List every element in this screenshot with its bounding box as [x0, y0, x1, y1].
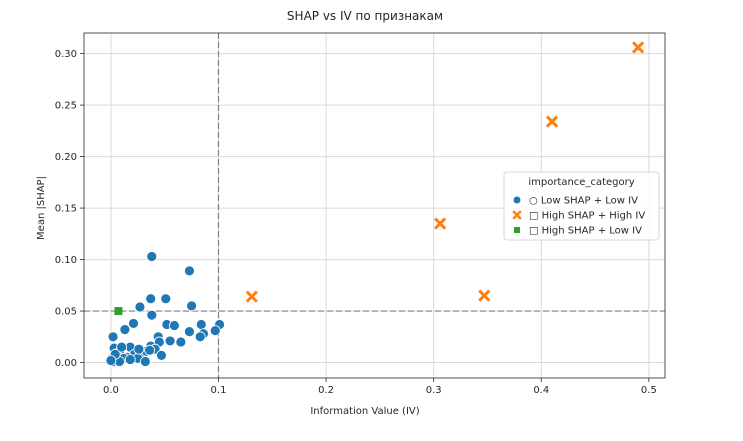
y-tick-label: 0.10: [55, 255, 77, 266]
x-axis-label: Information Value (IV): [310, 406, 419, 417]
point-high-shap-high-iv: [631, 41, 645, 54]
point-low-shap-low-iv: [107, 331, 119, 343]
legend-title: importance_category: [528, 177, 634, 188]
point-low-shap-low-iv: [146, 309, 158, 321]
x-tick-label: 0.3: [426, 385, 442, 396]
point-high-shap-high-iv: [245, 290, 258, 303]
point-low-shap-low-iv: [175, 336, 187, 348]
point-low-shap-low-iv: [144, 344, 156, 356]
point-high-shap-high-iv: [434, 217, 447, 230]
y-tick-label: 0.00: [55, 358, 77, 369]
point-low-shap-low-iv: [133, 343, 145, 355]
point-low-shap-low-iv: [105, 355, 117, 366]
legend-entry-label: □ High SHAP + High IV: [529, 211, 645, 222]
y-tick-label: 0.05: [55, 307, 77, 318]
legend-box: [503, 171, 660, 241]
point-low-shap-low-iv: [119, 324, 131, 335]
x-tick-label: 0.2: [318, 385, 334, 396]
x-tick-label: 0.0: [103, 385, 119, 396]
chart-title: SHAP vs IV по признакам: [287, 9, 443, 23]
point-low-shap-low-iv: [168, 320, 180, 331]
x-tick-label: 0.5: [641, 385, 657, 396]
x-tick-label: 0.4: [533, 385, 549, 396]
legend-entry-label: ○ Low SHAP + Low IV: [529, 196, 638, 207]
point-low-shap-low-iv: [194, 331, 206, 343]
point-low-shap-low-iv: [145, 293, 157, 305]
y-tick-label: 0.25: [55, 101, 77, 112]
y-axis-label: Mean |SHAP|: [36, 176, 47, 240]
plot-frame: [83, 32, 666, 379]
legend-entry-label: □ High SHAP + Low IV: [529, 226, 642, 237]
y-tick-label: 0.30: [55, 49, 77, 60]
point-low-shap-low-iv: [184, 326, 195, 338]
point-high-shap-high-iv: [478, 289, 491, 302]
y-tick-label: 0.20: [55, 152, 77, 163]
y-tick-label: 0.15: [55, 204, 77, 215]
point-low-shap-low-iv: [186, 300, 197, 312]
point-low-shap-low-iv: [209, 325, 221, 337]
legend-marker-circle: [513, 196, 521, 204]
point-low-shap-low-iv: [195, 319, 207, 330]
point-low-shap-low-iv: [134, 301, 146, 313]
point-low-shap-low-iv: [128, 318, 139, 329]
point-low-shap-low-iv: [184, 265, 195, 277]
legend-marker-square: [514, 227, 520, 233]
point-low-shap-low-iv: [164, 335, 176, 347]
point-low-shap-low-iv: [146, 251, 158, 262]
x-tick-label: 0.1: [211, 385, 227, 396]
plot-area: 0.0 0.1 0.2 0.3 0.4 0.5 0.00 0.05 0.10 0.15 0.20 0.…: [55, 32, 666, 396]
legend: importance_category ○ Low SHAP + Low IV □ …: [503, 171, 660, 241]
point-low-shap-low-iv: [139, 356, 151, 367]
legend-marker-x: [512, 210, 522, 220]
point-high-shap-low-iv: [114, 307, 123, 316]
point-high-shap-high-iv: [545, 115, 559, 128]
point-low-shap-low-iv: [156, 349, 167, 361]
point-low-shap-low-iv: [124, 354, 136, 365]
point-low-shap-low-iv: [116, 341, 128, 353]
point-low-shap-low-iv: [160, 293, 172, 305]
